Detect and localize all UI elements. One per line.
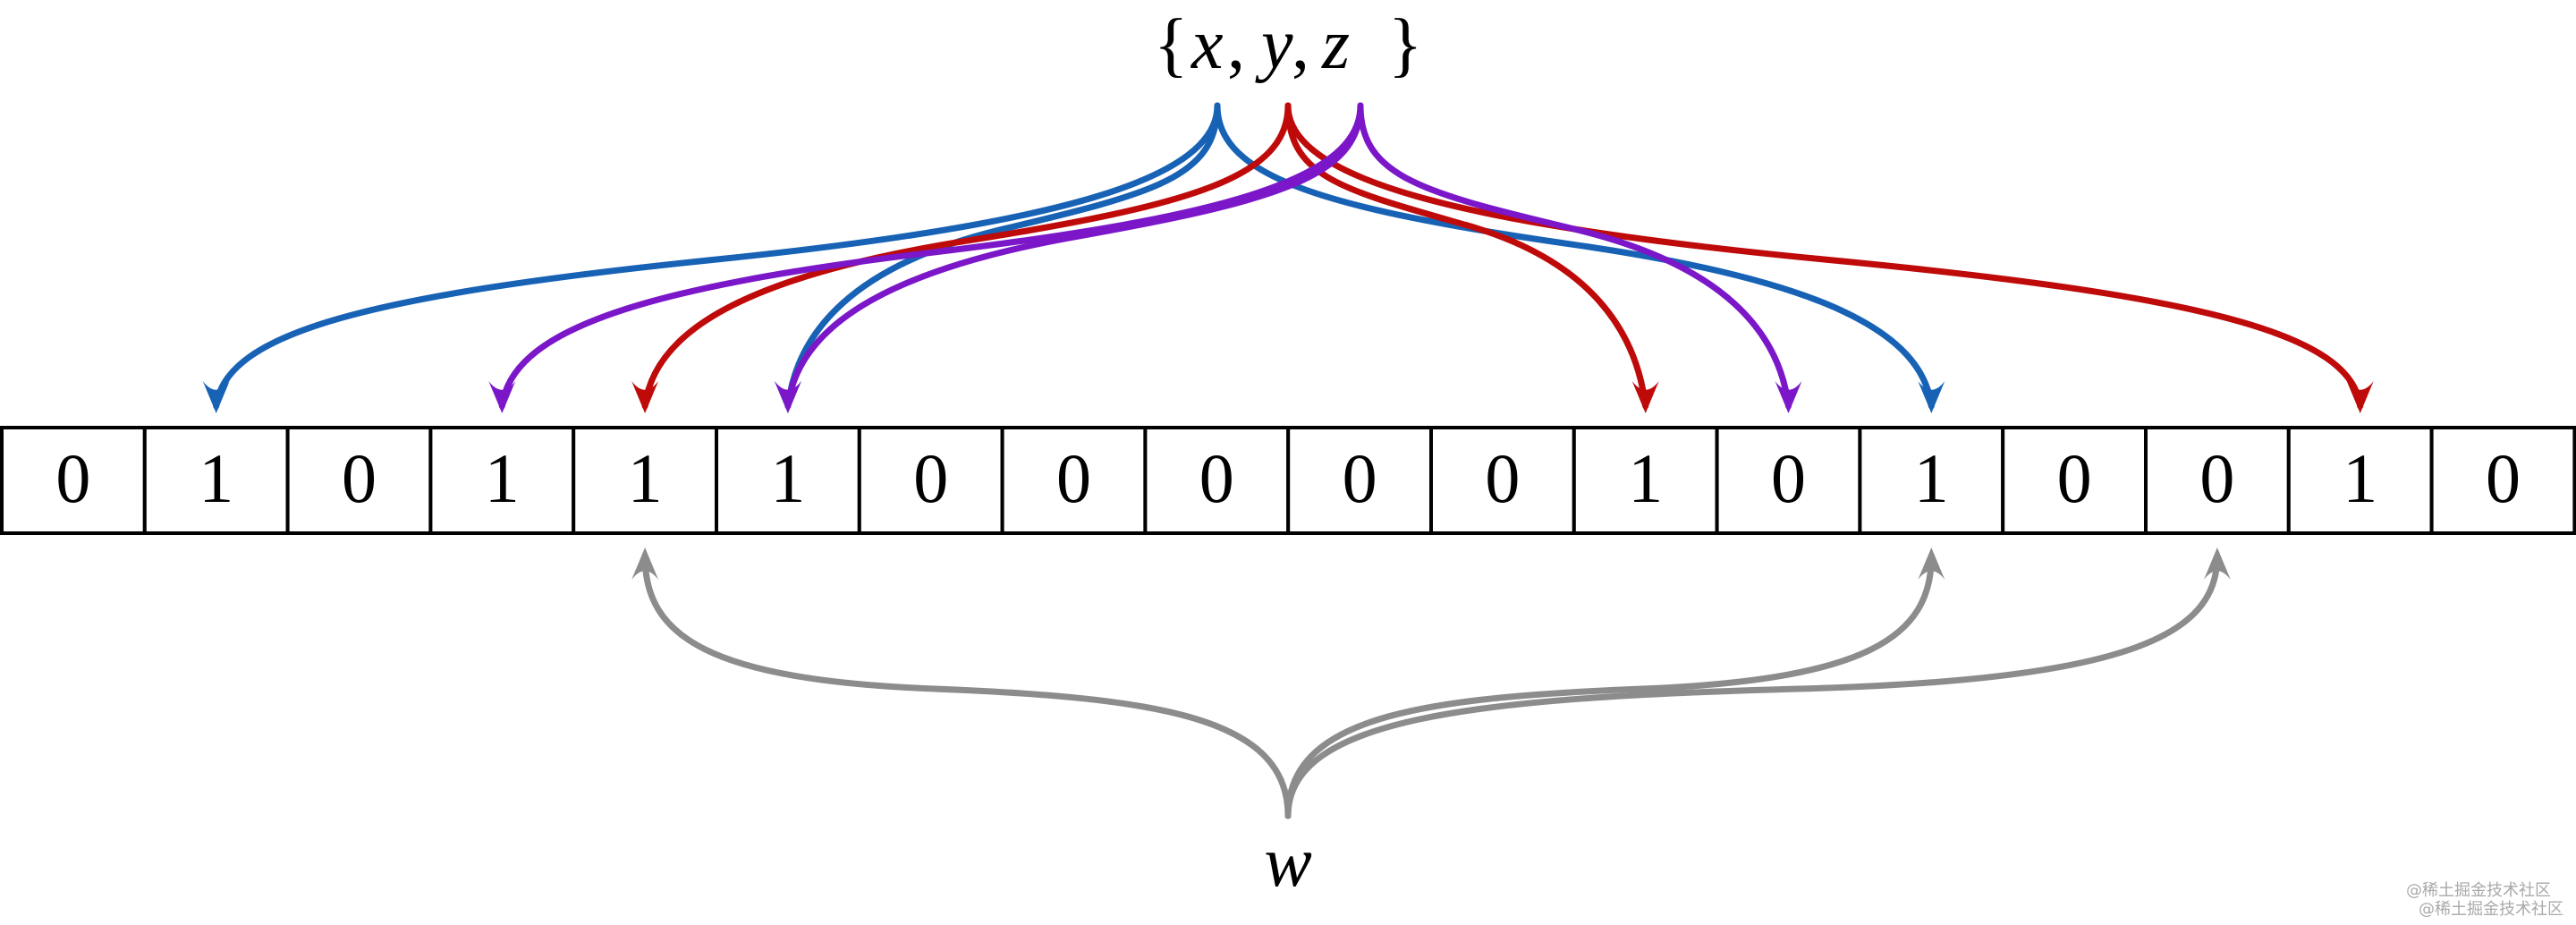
bit-value: 0: [2199, 439, 2234, 517]
bit-cell: 1: [715, 426, 861, 535]
bit-cell-box: [857, 426, 1004, 535]
bit-value: 0: [342, 439, 377, 517]
bit-cell-box: [1143, 426, 1291, 535]
bit-cell-box: [1715, 426, 1862, 535]
bit-cell: 0: [1143, 426, 1291, 535]
bit-cell: 0: [285, 426, 433, 535]
bit-array: 0 1 0 1 1 1 0 0 0 0 0 1 0 1 0 0 1 0: [0, 426, 2576, 535]
bit-value: 0: [55, 439, 90, 517]
set-element-z: z: [1321, 5, 1350, 84]
bit-cell: 1: [1572, 426, 1719, 535]
bit-cell: 1: [572, 426, 719, 535]
query-element-w: w: [1264, 823, 1311, 902]
bit-cell: 0: [2144, 426, 2291, 535]
bit-value: 1: [199, 439, 233, 517]
hash-arrow-y-1: [641, 102, 1292, 410]
arrowhead-z-2: [774, 381, 801, 413]
set-label: { x , y , z }: [1154, 5, 1422, 84]
bit-cell: 0: [857, 426, 1004, 535]
set-comma-1: ,: [1227, 5, 1245, 84]
set-element-x: x: [1191, 5, 1224, 84]
arrowhead-y-3: [2346, 381, 2374, 413]
watermark: @稀土掘金技术社区 @稀土掘金技术社区: [2406, 881, 2563, 919]
arrowhead-z-1: [488, 381, 516, 413]
query-arrowhead-w-1: [631, 547, 659, 580]
bit-cell-box: [0, 426, 147, 535]
bit-cell-box: [1572, 426, 1719, 535]
watermark-line-2: @稀土掘金技术社区: [2419, 900, 2563, 919]
query-arrowhead-w-2: [1918, 547, 1945, 580]
bit-value: 0: [1056, 439, 1091, 517]
bit-value: 1: [1914, 439, 1949, 517]
bit-cell: 1: [428, 426, 576, 535]
bit-cell: 0: [1715, 426, 1862, 535]
bit-cell: 0: [1000, 426, 1148, 535]
set-open-brace: {: [1154, 5, 1188, 84]
arrowhead-x-3: [1918, 381, 1945, 413]
bit-cell: 1: [2286, 426, 2434, 535]
bit-value: 0: [1771, 439, 1806, 517]
bit-cell-box: [2001, 426, 2148, 535]
bit-value: 1: [2343, 439, 2377, 517]
query-arrowhead-w-3: [2203, 547, 2231, 580]
bit-cell-box: [715, 426, 861, 535]
hash-arrow-x-1: [213, 102, 1221, 410]
bit-cell: 1: [1858, 426, 2005, 535]
query-hash-arrows: [631, 547, 2231, 819]
set-element-y: y: [1255, 5, 1293, 84]
query-arrow-w-1: [641, 553, 1292, 819]
bit-value: 1: [770, 439, 805, 517]
bit-cell: 0: [1286, 426, 1433, 535]
bit-cell: 1: [142, 426, 290, 535]
bit-value: 0: [1199, 439, 1234, 517]
bit-value: 1: [1628, 439, 1663, 517]
bit-cell-box: [1858, 426, 2005, 535]
bit-cell: 0: [2001, 426, 2148, 535]
bit-cell-box: [1429, 426, 1576, 535]
hash-arrow-y-3: [1284, 102, 2364, 410]
bit-cell: 0: [0, 426, 147, 535]
bit-cell-box: [142, 426, 290, 535]
set-hash-arrows: [202, 102, 2374, 413]
watermark-line-1: @稀土掘金技术社区: [2406, 881, 2551, 900]
query-arrow-w-3: [1284, 553, 2221, 819]
bit-value: 0: [1343, 439, 1377, 517]
bit-value: 1: [628, 439, 663, 517]
bit-cell: 0: [1429, 426, 1576, 535]
hash-arrow-x-2: [784, 102, 1221, 410]
arrowhead-z-3: [1775, 381, 1802, 413]
hash-arrow-z-2: [784, 102, 1364, 410]
hash-arrow-z-1: [498, 102, 1364, 410]
bit-value: 0: [913, 439, 948, 517]
arrowhead-y-2: [1631, 381, 1659, 413]
set-comma-2: ,: [1292, 5, 1309, 84]
bit-value: 0: [2486, 439, 2521, 517]
hash-arrow-y-2: [1284, 102, 1649, 410]
bit-cell-box: [1000, 426, 1148, 535]
bit-cell-box: [2429, 426, 2576, 535]
set-close-brace: }: [1388, 5, 1422, 84]
bit-value: 1: [485, 439, 520, 517]
query-arrow-w-2: [1284, 553, 1935, 819]
bit-value: 0: [2057, 439, 2092, 517]
bit-value: 0: [1485, 439, 1520, 517]
bit-cell-box: [2286, 426, 2434, 535]
hash-arrow-x-3: [1214, 102, 1935, 410]
hash-arrow-z-3: [1357, 102, 1792, 410]
arrowhead-x-1: [202, 381, 230, 413]
bit-cell-box: [2144, 426, 2291, 535]
arrowhead-y-1: [631, 381, 659, 413]
bit-cell: 0: [2429, 426, 2576, 535]
